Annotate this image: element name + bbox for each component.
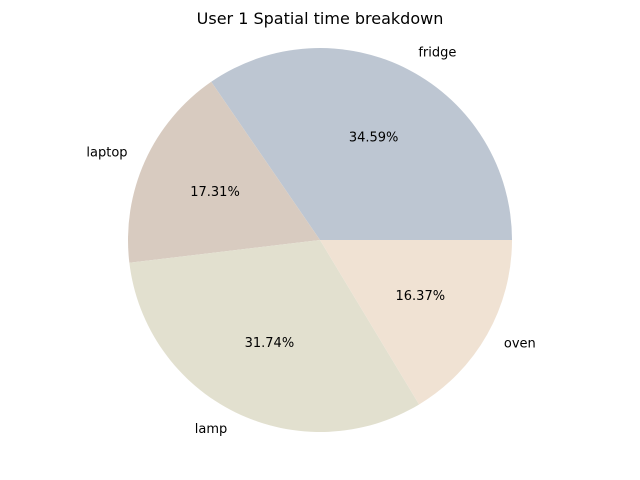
slice-percent-oven: 16.37% xyxy=(396,289,446,304)
chart-title: User 1 Spatial time breakdown xyxy=(197,9,444,28)
pie-slice-laptop xyxy=(128,81,320,263)
slice-percent-fridge: 34.59% xyxy=(349,131,399,146)
slice-label-lamp: lamp xyxy=(195,422,228,437)
slice-label-fridge: fridge xyxy=(418,46,456,61)
slice-label-laptop: laptop xyxy=(86,145,127,160)
slice-label-oven: oven xyxy=(504,336,536,351)
slice-percent-lamp: 31.74% xyxy=(245,336,295,351)
pie-slice-fridge xyxy=(211,47,512,240)
pie-slice-lamp xyxy=(129,240,420,432)
slice-percent-laptop: 17.31% xyxy=(190,185,240,200)
pie-labels: fridge 34.59% laptop 17.31% lamp 31.74% oven 16… xyxy=(86,46,535,438)
pie-slices xyxy=(128,47,512,432)
pie-slice-oven xyxy=(320,240,512,405)
